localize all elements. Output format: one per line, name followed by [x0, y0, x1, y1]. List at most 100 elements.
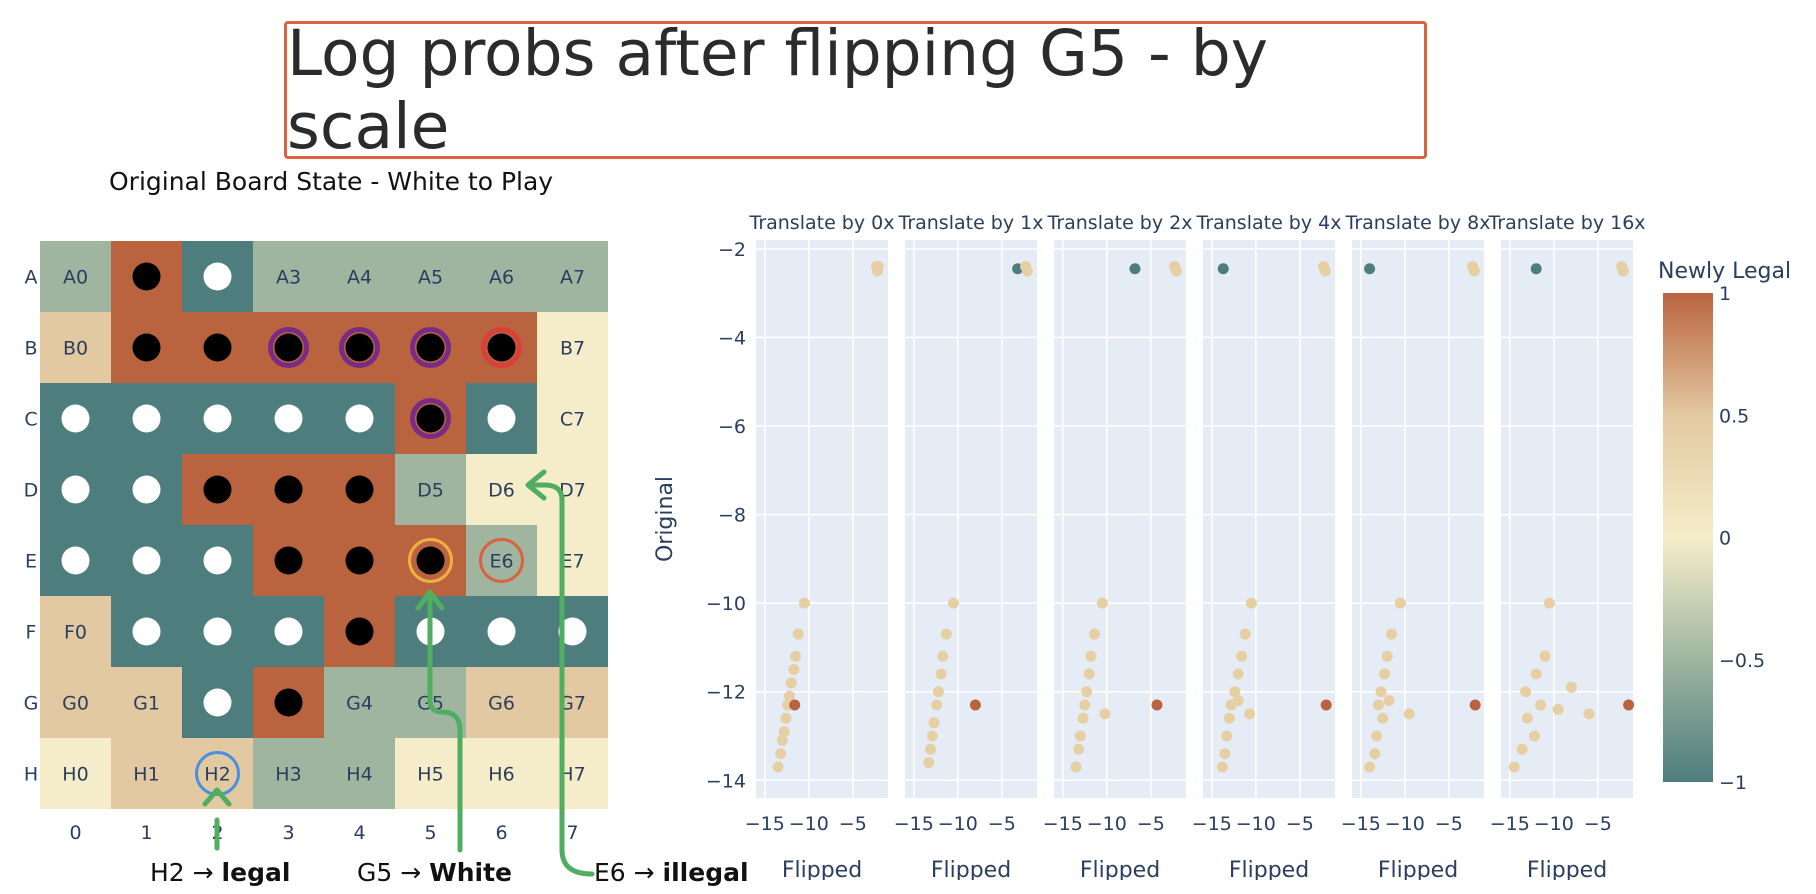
arrowhead-e6 [525, 469, 547, 501]
panel-background [756, 240, 888, 798]
data-point [1379, 668, 1391, 680]
data-point [1021, 265, 1033, 277]
black-piece [203, 333, 232, 362]
panel-title: Translate by 1x [898, 212, 1044, 234]
x-tick-label: −5 [988, 813, 1016, 835]
black-piece [274, 688, 303, 717]
board-cell-D7 [537, 454, 608, 525]
data-point [1223, 712, 1235, 724]
y-tick-label: −8 [718, 505, 746, 527]
col-label: 0 [69, 822, 81, 844]
white-piece [203, 688, 232, 717]
main-title-box: Log probs after flipping G5 - by scale [284, 17, 1427, 163]
highlight-ring [479, 538, 524, 583]
highlight-ring [481, 327, 522, 368]
data-point [925, 743, 937, 755]
board-cell-D5 [395, 454, 466, 525]
highlight-ring [410, 327, 451, 368]
annotation-e6: E6 → illegal [594, 858, 749, 887]
x-tick-label: −15 [1192, 813, 1232, 835]
data-point [1219, 748, 1231, 760]
data-point [1521, 712, 1533, 724]
square-label: G7 [559, 693, 586, 715]
x-tick-label: −5 [1286, 813, 1314, 835]
data-point [1221, 730, 1233, 742]
data-point [775, 748, 787, 760]
white-piece [487, 617, 516, 646]
data-point [1539, 650, 1551, 662]
x-tick-label: −15 [1043, 813, 1083, 835]
data-point [1530, 668, 1542, 680]
data-point [1229, 686, 1241, 698]
black-piece [416, 333, 445, 362]
board-cell-H3 [253, 738, 324, 809]
square-label: A6 [489, 267, 514, 289]
white-piece [132, 617, 161, 646]
highlight-ring [268, 327, 309, 368]
data-point [1245, 597, 1257, 609]
x-tick-label: −15 [1341, 813, 1381, 835]
data-point [1386, 628, 1398, 640]
panel-title: Translate by 4x [1196, 212, 1342, 234]
data-point [1170, 265, 1182, 277]
panel-background [1203, 240, 1335, 798]
board-cell-H0 [40, 738, 111, 809]
board-cell-E7 [537, 525, 608, 596]
x-tick-label: −15 [745, 813, 785, 835]
data-point [1232, 695, 1244, 707]
col-label: 7 [566, 822, 578, 844]
data-point [1371, 730, 1383, 742]
data-point [1088, 628, 1100, 640]
colorbar-title: Newly Legal [1658, 259, 1791, 284]
data-point [1383, 695, 1395, 707]
white-piece [61, 475, 90, 504]
highlight-ring [410, 398, 451, 439]
annotation-e6-prefix: E6 → [594, 858, 663, 887]
black-piece [487, 333, 516, 362]
board-cell-C7 [537, 383, 608, 454]
board-cell-H1 [111, 738, 182, 809]
data-point [940, 628, 952, 640]
data-point [1623, 699, 1635, 711]
data-point [1394, 597, 1406, 609]
panel-background [1501, 240, 1633, 798]
col-label: 4 [353, 822, 365, 844]
data-point [1530, 263, 1542, 275]
row-label: D [24, 480, 39, 502]
data-point [780, 712, 792, 724]
data-point [1216, 761, 1228, 773]
x-axis-label: Flipped [1378, 858, 1458, 880]
x-tick-label: −5 [1584, 813, 1612, 835]
x-axis-label: Flipped [1229, 858, 1309, 880]
data-point [1217, 263, 1229, 275]
square-label: E6 [489, 551, 513, 573]
white-piece [132, 404, 161, 433]
highlight-ring [339, 327, 380, 368]
data-point [792, 628, 804, 640]
square-label: A4 [347, 267, 372, 289]
x-tick-label: −10 [1534, 813, 1574, 835]
y-tick-label: −2 [718, 239, 746, 261]
x-tick-label: −10 [938, 813, 978, 835]
panel-background [1054, 240, 1186, 798]
data-point [1129, 263, 1141, 275]
y-tick-label: −10 [706, 593, 746, 615]
colorbar-tick-label: −1 [1719, 772, 1747, 794]
colorbar [1663, 293, 1713, 782]
square-label: G1 [133, 693, 160, 715]
square-label: G4 [346, 693, 373, 715]
x-tick-label: −5 [839, 813, 867, 835]
row-label: B [24, 338, 37, 360]
white-piece [61, 546, 90, 575]
data-point [1377, 712, 1389, 724]
col-label: 6 [495, 822, 507, 844]
data-point [1565, 681, 1577, 693]
data-point [1516, 743, 1528, 755]
board-title: Original Board State - White to Play [109, 167, 554, 196]
data-point [1364, 761, 1376, 773]
highlight-ring [195, 751, 240, 796]
data-point [1096, 597, 1108, 609]
white-piece [487, 404, 516, 433]
x-tick-label: −5 [1435, 813, 1463, 835]
